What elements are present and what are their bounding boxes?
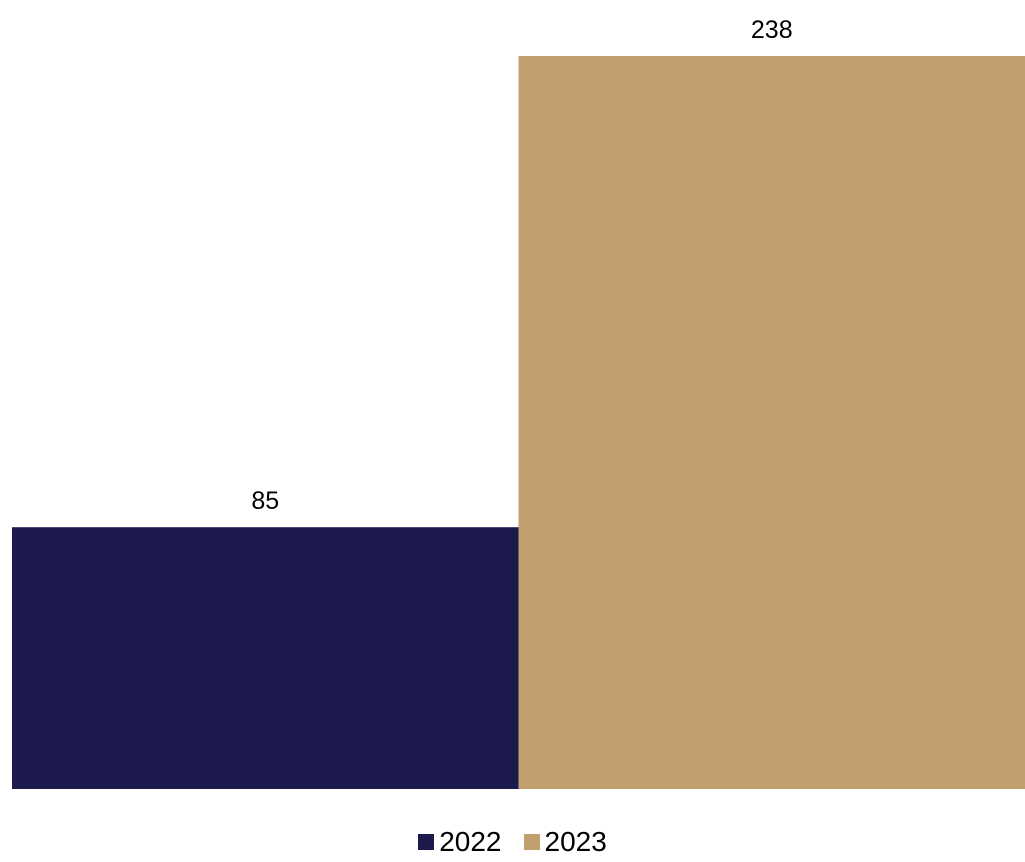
bar-2023	[519, 56, 1025, 789]
bar-2022	[12, 527, 519, 789]
legend-swatch	[524, 834, 540, 850]
legend-item-2023: 2023	[524, 828, 607, 856]
legend-label: 2023	[545, 828, 607, 856]
legend-item-2022: 2022	[418, 828, 501, 856]
legend-swatch	[418, 834, 434, 850]
chart-legend: 2022 2023	[0, 822, 1025, 862]
data-label-2023: 238	[751, 16, 793, 44]
data-label-2022: 85	[251, 487, 279, 515]
legend-label: 2022	[439, 828, 501, 856]
